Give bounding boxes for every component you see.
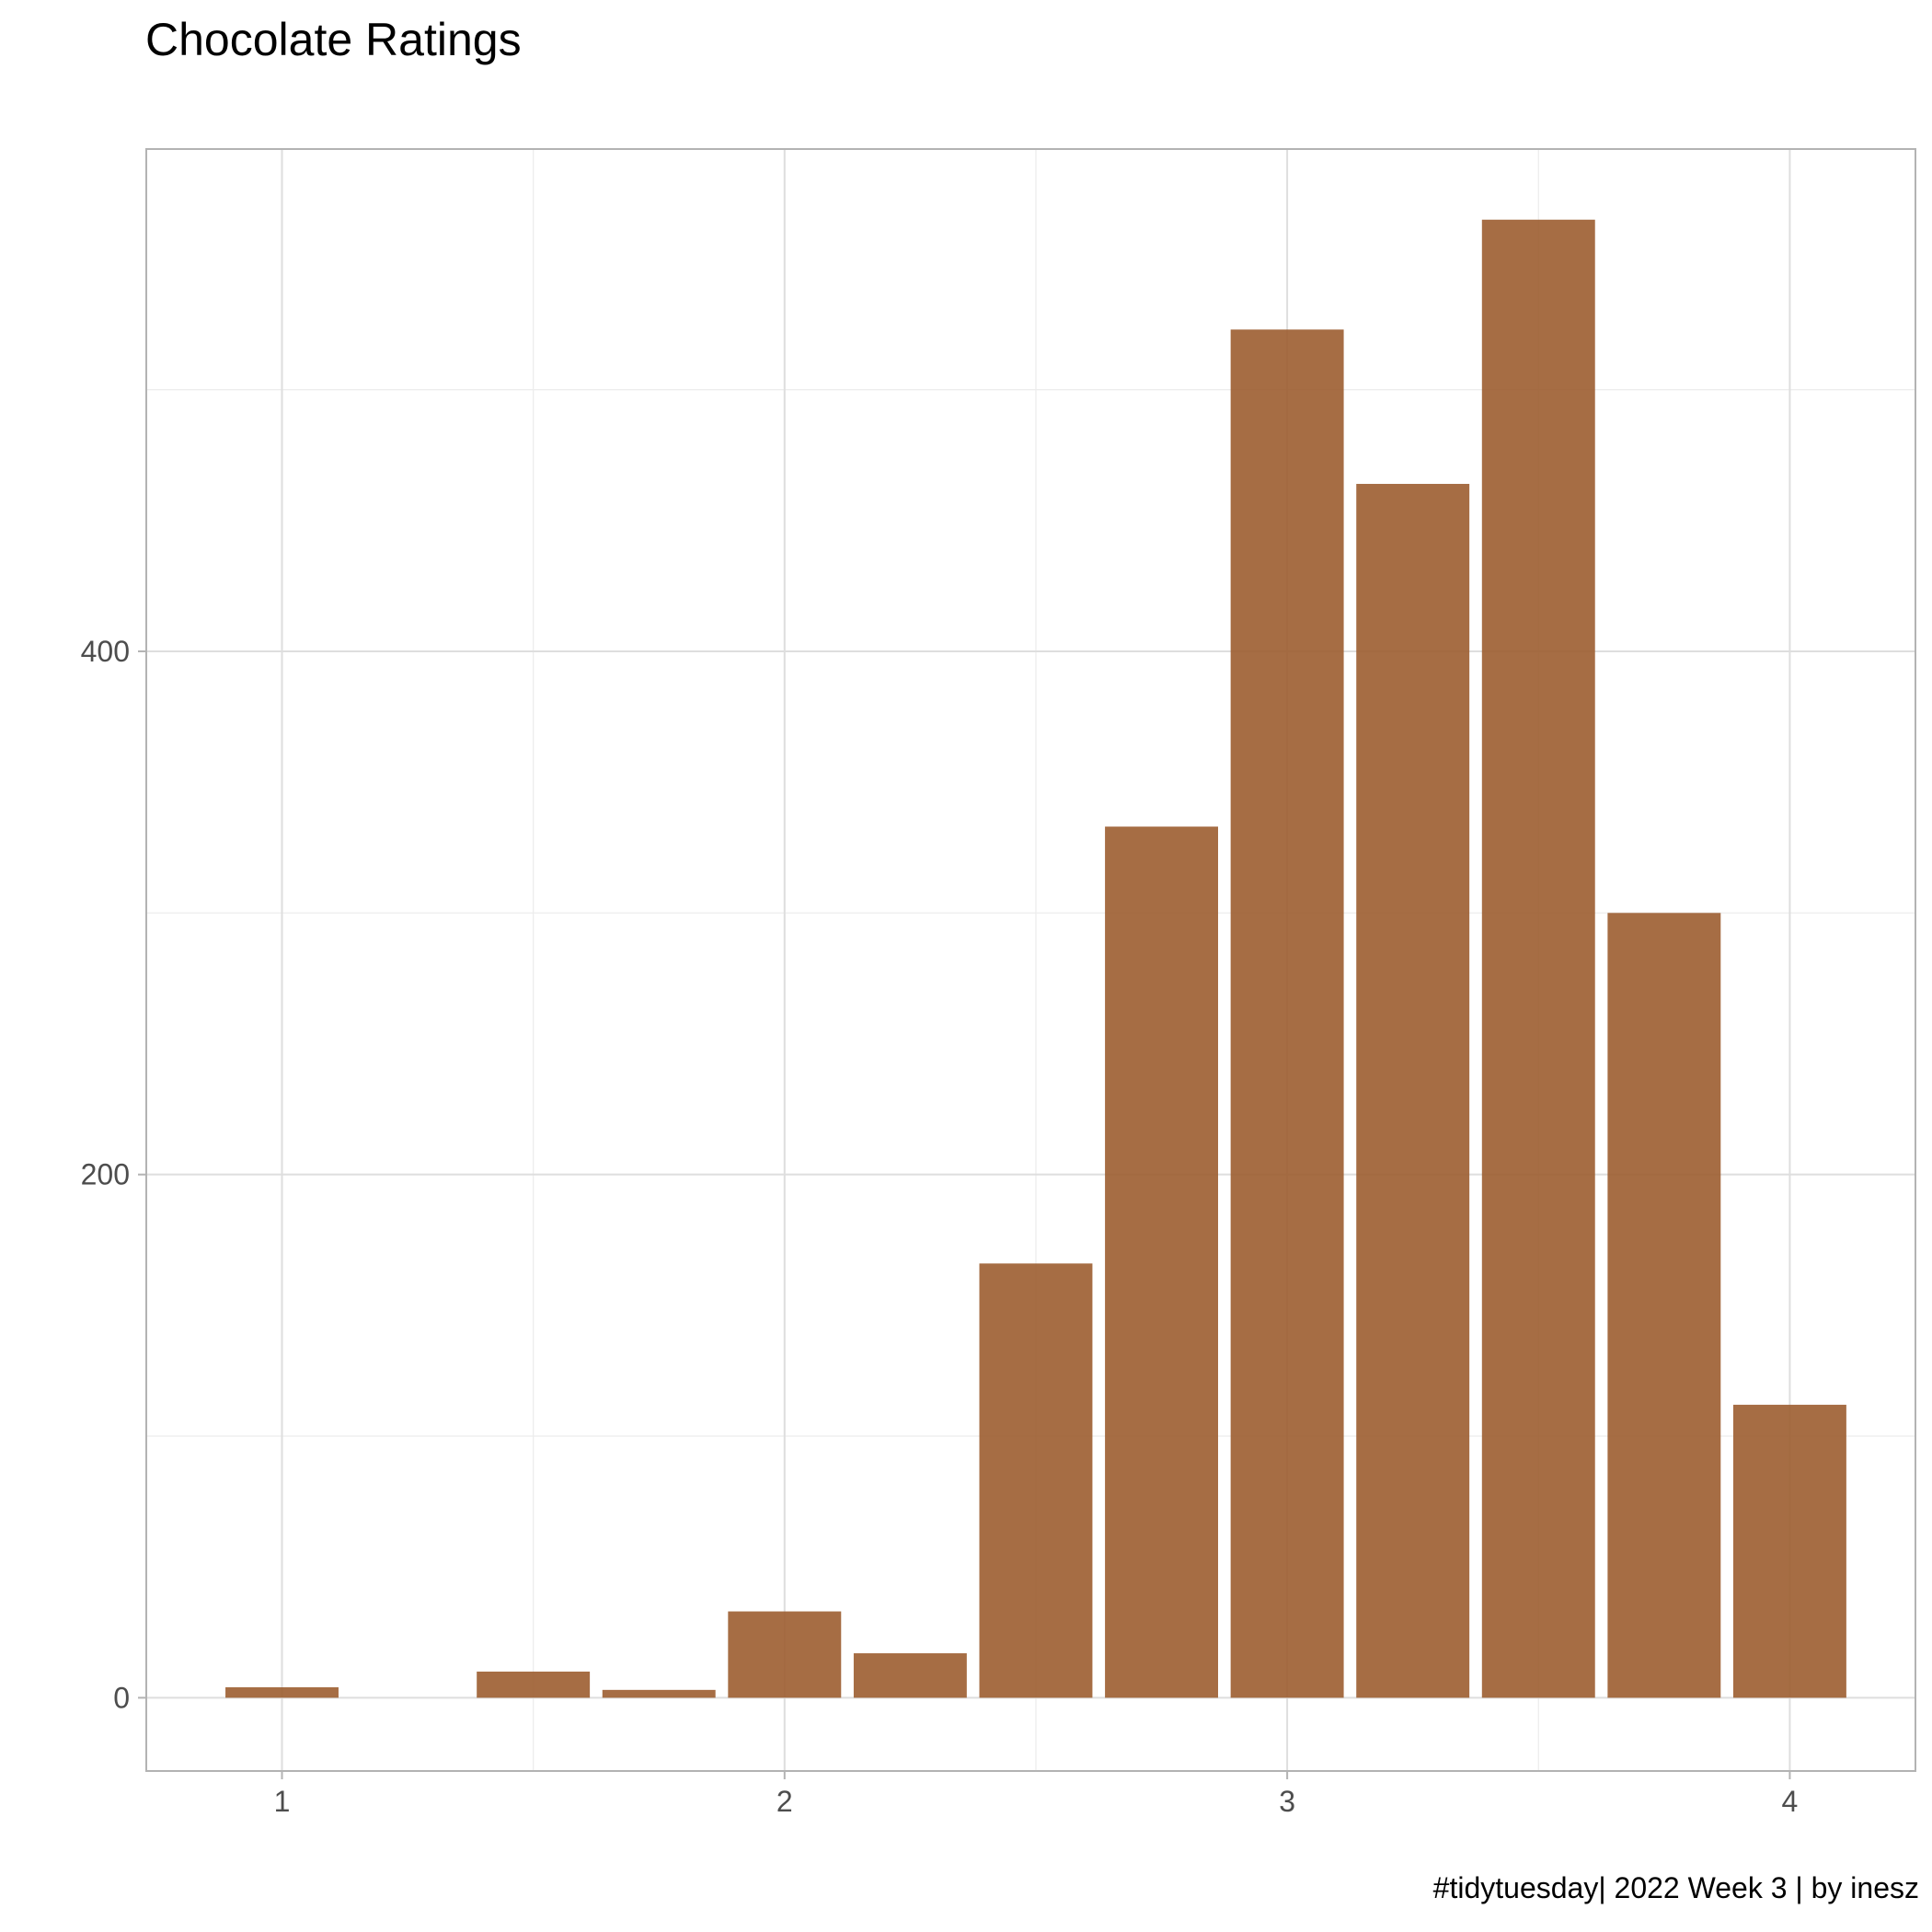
- x-tick-label: 2: [776, 1785, 793, 1818]
- bar: [1481, 219, 1595, 1698]
- x-tick-label: 4: [1782, 1785, 1799, 1818]
- panel-border: [145, 148, 1916, 1772]
- x-tick-label: 3: [1279, 1785, 1295, 1818]
- y-tick-label: 400: [81, 635, 130, 668]
- y-tick-label: 0: [113, 1681, 130, 1714]
- bars: [225, 219, 1846, 1698]
- chart-title: Chocolate Ratings: [145, 14, 522, 65]
- bar: [1105, 826, 1218, 1698]
- bar: [853, 1653, 967, 1698]
- bar: [1607, 913, 1721, 1698]
- bar: [728, 1611, 842, 1698]
- bar: [477, 1671, 591, 1698]
- chart-caption: #tidytuesday| 2022 Week 3 | by inesz: [1432, 1871, 1919, 1904]
- bar: [1230, 329, 1344, 1698]
- bar: [602, 1689, 716, 1698]
- bar: [1356, 483, 1470, 1698]
- x-axis-ticks: 1 2 3 4: [274, 1771, 1799, 1818]
- x-tick-label: 1: [274, 1785, 291, 1818]
- y-axis-ticks: 0 200 400: [81, 635, 146, 1714]
- bar: [1732, 1404, 1846, 1698]
- bar: [225, 1687, 339, 1698]
- y-tick-label: 200: [81, 1158, 130, 1191]
- bar: [979, 1263, 1093, 1698]
